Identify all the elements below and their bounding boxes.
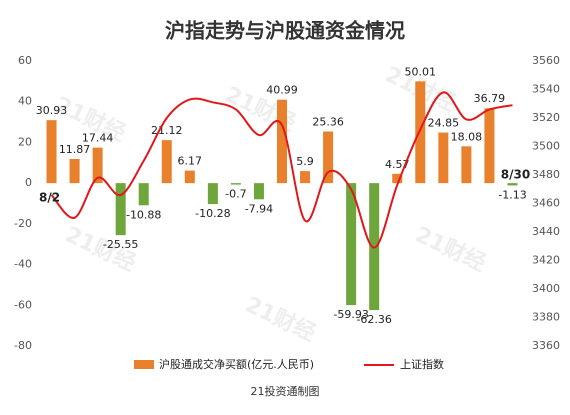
value-label: -25.55	[103, 238, 138, 251]
value-label: -1.13	[498, 188, 526, 201]
bar	[69, 158, 80, 184]
value-label: 50.01	[405, 65, 437, 78]
bar	[484, 108, 495, 184]
value-label: -0.7	[225, 188, 246, 201]
bar	[207, 183, 218, 205]
x-tick-label: 8/2	[39, 191, 60, 205]
value-label: -7.94	[245, 202, 273, 215]
bar	[92, 147, 103, 184]
legend-swatch	[134, 360, 154, 369]
bar	[323, 131, 334, 184]
value-label: 17.44	[82, 132, 114, 145]
y-tick-label: 20	[18, 135, 32, 148]
y2-tick-label: 3560	[532, 54, 560, 67]
bar	[415, 81, 426, 184]
y2-tick-label: 3420	[532, 254, 560, 267]
bar	[138, 183, 149, 206]
chart-title: 沪指走势与沪股通资金情况	[165, 19, 405, 43]
value-label: -10.28	[195, 207, 230, 220]
bar	[438, 132, 449, 184]
value-label: 5.9	[296, 155, 314, 168]
bar	[230, 183, 241, 185]
bar	[46, 120, 57, 184]
y2-tick-label: 3360	[532, 339, 560, 352]
y-tick-label: -20	[14, 217, 32, 230]
y-tick-label: -80	[14, 339, 32, 352]
y2-tick-label: 3380	[532, 311, 560, 324]
value-label: 25.36	[312, 116, 344, 129]
y2-tick-label: 3440	[532, 225, 560, 238]
y2-tick-label: 3540	[532, 83, 560, 96]
bar	[161, 140, 172, 184]
source: 21投资通制图	[251, 384, 320, 398]
value-label: 21.12	[151, 124, 183, 137]
value-label: -59.93	[333, 308, 368, 321]
bar	[300, 171, 311, 184]
bar	[184, 170, 195, 184]
legend-label: 沪股通成交净买额(亿元.人民币)	[159, 357, 314, 371]
value-label: 24.85	[428, 117, 460, 130]
value-label: -10.88	[126, 208, 161, 221]
x-tick-label: 8/30	[501, 168, 530, 182]
legend-label: 上证指数	[400, 357, 444, 371]
y-tick-label: 0	[25, 176, 32, 189]
bar	[115, 183, 126, 236]
y-tick-label: -40	[14, 258, 32, 271]
bar	[461, 146, 472, 184]
value-label: 30.93	[36, 104, 68, 117]
y2-tick-label: 3520	[532, 111, 560, 124]
value-label: 11.87	[59, 143, 91, 156]
bar	[346, 183, 357, 306]
watermark: 21财经	[241, 292, 320, 347]
y2-tick-label: 3400	[532, 282, 560, 295]
y-tick-label: -60	[14, 298, 32, 311]
y2-tick-label: 3460	[532, 197, 560, 210]
value-label: -62.36	[356, 313, 391, 326]
value-label: 6.17	[178, 155, 203, 168]
value-label: 18.08	[451, 130, 483, 143]
line	[50, 91, 513, 249]
bar	[507, 183, 518, 186]
value-label: 36.79	[474, 92, 506, 105]
bar	[253, 183, 264, 200]
y-tick-label: 40	[18, 95, 32, 108]
bar	[369, 183, 380, 311]
value-label: 40.99	[266, 84, 298, 97]
y2-tick-label: 3480	[532, 168, 560, 181]
y2-tick-label: 3500	[532, 140, 560, 153]
bar	[392, 173, 403, 184]
bar	[277, 99, 287, 184]
watermark: 21财经	[411, 222, 490, 277]
y-tick-label: 60	[18, 54, 32, 67]
